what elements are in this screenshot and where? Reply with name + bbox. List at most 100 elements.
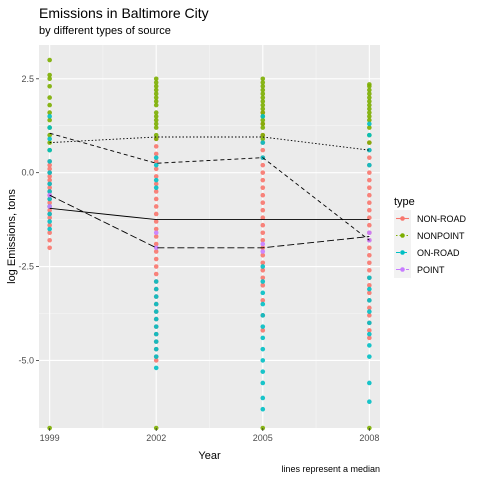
point-non-road bbox=[153, 234, 159, 239]
point-on-road bbox=[153, 294, 159, 299]
point-non-road bbox=[367, 207, 372, 213]
point-nonpoint bbox=[47, 76, 52, 82]
y-tick-label: 0.0 bbox=[21, 168, 34, 178]
point-non-road bbox=[367, 192, 372, 198]
point-on-road bbox=[47, 219, 52, 224]
point-on-road bbox=[153, 301, 159, 307]
point-non-road bbox=[260, 147, 266, 153]
point-nonpoint bbox=[47, 57, 52, 63]
point-on-road bbox=[47, 196, 52, 202]
point-non-road bbox=[260, 275, 266, 281]
point-nonpoint bbox=[367, 106, 372, 112]
point-on-road bbox=[367, 286, 372, 292]
point-on-road bbox=[260, 406, 266, 412]
data-points bbox=[47, 57, 372, 431]
point-nonpoint bbox=[260, 117, 266, 123]
point-on-road bbox=[367, 147, 372, 153]
point-non-road bbox=[153, 256, 159, 262]
point-non-road bbox=[260, 237, 266, 243]
point-point bbox=[367, 230, 372, 236]
point-non-road bbox=[47, 162, 52, 168]
point-on-road bbox=[260, 301, 266, 307]
x-tick-label: 2005 bbox=[253, 433, 273, 443]
legend-key-point bbox=[400, 216, 405, 221]
y-tick-label: -2.5 bbox=[18, 262, 34, 272]
point-non-road bbox=[260, 162, 266, 168]
point-non-road bbox=[367, 328, 372, 333]
chart-subtitle: by different types of source bbox=[39, 25, 171, 37]
point-non-road bbox=[367, 185, 372, 190]
point-on-road bbox=[153, 339, 159, 344]
point-nonpoint bbox=[260, 80, 266, 85]
point-nonpoint bbox=[260, 99, 266, 104]
point-non-road bbox=[47, 222, 52, 228]
point-non-road bbox=[367, 313, 372, 318]
point-nonpoint bbox=[47, 102, 52, 108]
point-on-road bbox=[47, 114, 52, 119]
point-non-road bbox=[260, 222, 266, 228]
point-non-road bbox=[260, 192, 266, 198]
point-on-road bbox=[153, 162, 159, 168]
point-non-road bbox=[367, 170, 372, 175]
point-non-road bbox=[153, 358, 159, 363]
point-on-road bbox=[260, 114, 266, 119]
point-nonpoint bbox=[153, 102, 159, 108]
point-non-road bbox=[153, 211, 159, 217]
point-on-road bbox=[367, 331, 372, 337]
point-non-road bbox=[367, 200, 372, 206]
point-on-road bbox=[367, 399, 372, 405]
point-non-road bbox=[153, 166, 159, 172]
point-non-road bbox=[153, 144, 159, 149]
point-on-road bbox=[367, 121, 372, 127]
point-non-road bbox=[47, 207, 52, 213]
x-axis-ticks: 1999 2002 2005 2008 bbox=[40, 428, 379, 443]
point-on-road bbox=[153, 354, 159, 359]
point-on-road bbox=[153, 309, 159, 314]
point-non-road bbox=[153, 196, 159, 202]
point-nonpoint bbox=[260, 110, 266, 115]
point-non-road bbox=[153, 159, 159, 164]
point-non-road bbox=[260, 170, 266, 175]
point-non-road bbox=[260, 252, 266, 258]
point-non-road bbox=[47, 166, 52, 172]
point-nonpoint bbox=[153, 91, 159, 97]
point-nonpoint bbox=[153, 84, 159, 89]
y-axis-label: log Emissions, tons bbox=[6, 189, 18, 284]
point-nonpoint bbox=[153, 80, 159, 85]
point-nonpoint bbox=[153, 76, 159, 82]
point-non-road bbox=[367, 283, 372, 288]
point-on-road bbox=[367, 132, 372, 138]
point-non-road bbox=[47, 230, 52, 236]
y-tick-label: -5.0 bbox=[18, 355, 34, 365]
legend-label-on-road: ON-ROAD bbox=[417, 248, 460, 258]
point-on-road bbox=[47, 211, 52, 217]
point-on-road bbox=[260, 140, 266, 145]
point-non-road bbox=[47, 177, 52, 183]
point-nonpoint bbox=[260, 91, 266, 97]
point-nonpoint bbox=[47, 95, 52, 100]
legend-title: type bbox=[394, 196, 415, 208]
y-tick-label: 2.5 bbox=[21, 74, 34, 84]
point-nonpoint bbox=[260, 84, 266, 89]
legend-label-point: POINT bbox=[417, 265, 445, 275]
point-non-road bbox=[367, 177, 372, 183]
x-axis-label: Year bbox=[198, 450, 221, 462]
legend-key-point bbox=[400, 267, 405, 272]
point-on-road bbox=[367, 343, 372, 348]
point-nonpoint bbox=[260, 121, 266, 127]
point-on-road bbox=[153, 346, 159, 352]
point-on-road bbox=[153, 155, 159, 160]
point-non-road bbox=[153, 174, 159, 179]
point-on-road bbox=[153, 279, 159, 284]
point-non-road bbox=[153, 241, 159, 247]
point-on-road bbox=[367, 162, 372, 168]
point-non-road bbox=[367, 305, 372, 311]
point-nonpoint bbox=[47, 117, 52, 123]
y-axis-ticks: 2.5 0.0 -2.5 -5.0 bbox=[18, 74, 39, 365]
point-nonpoint bbox=[367, 140, 372, 145]
point-on-road bbox=[367, 309, 372, 314]
point-on-road bbox=[153, 185, 159, 190]
point-on-road bbox=[153, 177, 159, 183]
point-nonpoint bbox=[367, 99, 372, 104]
point-on-road bbox=[47, 181, 52, 187]
